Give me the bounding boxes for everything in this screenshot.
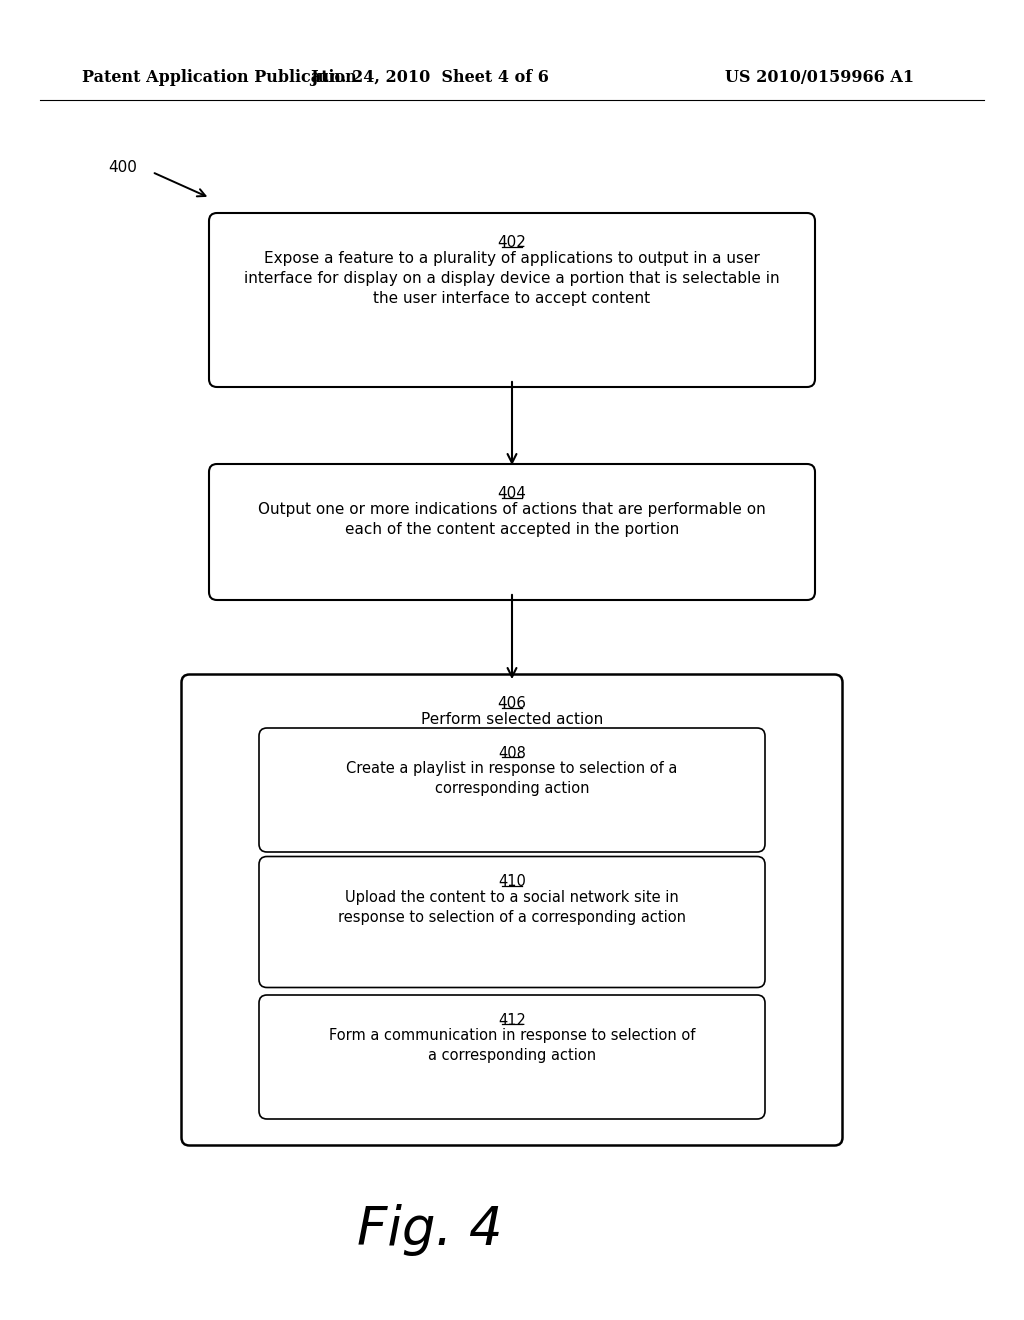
Text: 402: 402 (498, 235, 526, 249)
FancyBboxPatch shape (209, 465, 815, 601)
Text: 406: 406 (498, 697, 526, 711)
Text: Output one or more indications of actions that are performable on
each of the co: Output one or more indications of action… (258, 502, 766, 537)
Text: Perform selected action: Perform selected action (421, 711, 603, 727)
Text: Fig. 4: Fig. 4 (357, 1204, 503, 1257)
FancyBboxPatch shape (259, 857, 765, 987)
Text: Create a playlist in response to selection of a
corresponding action: Create a playlist in response to selecti… (346, 762, 678, 796)
Text: Expose a feature to a plurality of applications to output in a user
interface fo: Expose a feature to a plurality of appli… (244, 251, 780, 306)
FancyBboxPatch shape (209, 213, 815, 387)
Text: 412: 412 (498, 1012, 526, 1028)
FancyBboxPatch shape (181, 675, 843, 1146)
FancyBboxPatch shape (259, 995, 765, 1119)
Text: Upload the content to a social network site in
response to selection of a corres: Upload the content to a social network s… (338, 890, 686, 925)
FancyBboxPatch shape (259, 729, 765, 851)
Text: 408: 408 (498, 746, 526, 762)
Text: Jun. 24, 2010  Sheet 4 of 6: Jun. 24, 2010 Sheet 4 of 6 (310, 70, 550, 87)
Text: 404: 404 (498, 486, 526, 502)
Text: Patent Application Publication: Patent Application Publication (82, 70, 356, 87)
Text: Form a communication in response to selection of
a corresponding action: Form a communication in response to sele… (329, 1028, 695, 1064)
Text: 410: 410 (498, 874, 526, 890)
Text: US 2010/0159966 A1: US 2010/0159966 A1 (725, 70, 914, 87)
Text: 400: 400 (108, 161, 137, 176)
